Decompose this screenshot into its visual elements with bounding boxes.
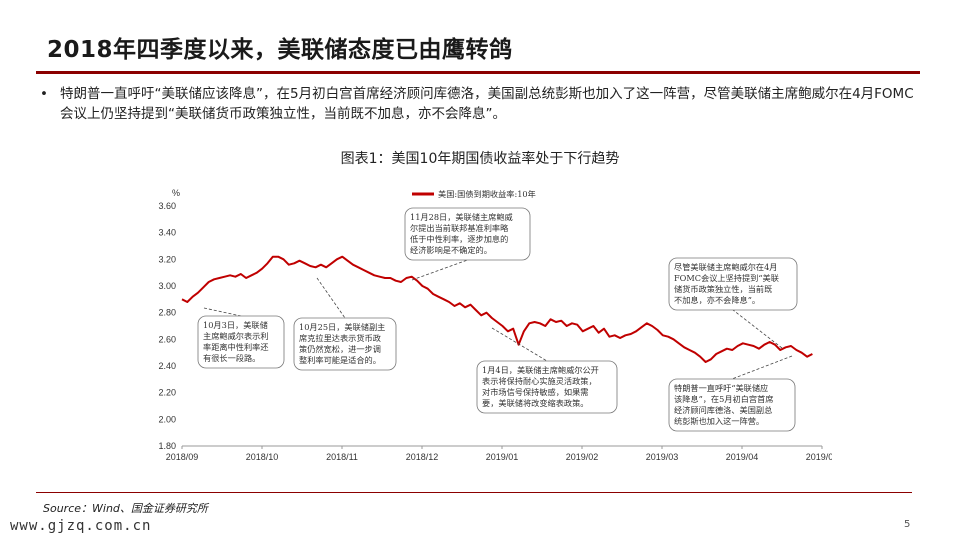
y-tick-label: 3.00: [158, 281, 176, 291]
x-tick-label: 2019/03: [646, 452, 679, 462]
annotation-text-line: 主席鲍威尔表示利: [203, 331, 269, 341]
y-tick-label: 2.40: [158, 361, 176, 371]
yield-chart: % 3.60 3.40 3.20 3.00 2.80 2.60 2.40 2.20 2.00 1.8…: [142, 178, 838, 468]
page-title: 2018年四季度以来，美联储态度已由鹰转鸽: [47, 37, 513, 63]
legend-label: 美国:国债到期收益率:10年: [438, 189, 536, 199]
series-line-us10y: [181, 255, 813, 363]
annotation-text-line: 特朗普一直呼吁“美联储应: [674, 383, 768, 393]
x-tick-label: 2019/04: [726, 452, 759, 462]
y-tick-label: 2.20: [158, 388, 176, 398]
annotation-pointer: [316, 277, 346, 319]
annotation-box: [404, 207, 531, 261]
annotation-text-line: 尔提出当前联邦基准利率略: [410, 223, 509, 233]
annotation-text-line: 尽管美联储主席鲍威尔在4月: [674, 262, 777, 272]
x-tick-label: 2019/02: [566, 452, 599, 462]
y-axis-unit: %: [172, 188, 180, 198]
annotation-text-line: 经济影响是不确定的。: [410, 245, 492, 255]
annotation-text-line: 该降息”，在5月初白宫首席: [674, 394, 773, 404]
annotation-text-line: 席克拉里达表示货币政: [299, 333, 381, 343]
annotation-box: [293, 317, 397, 371]
annotation-pointer: [203, 307, 242, 317]
annotation-text-line: 11月28日，美联储主席鲍威: [410, 212, 513, 222]
x-tick-label: 2019/05: [806, 452, 832, 462]
y-tick-label: 2.60: [158, 334, 176, 344]
annotation-text-line: 要，美联储将改变缩表政策。: [482, 398, 588, 408]
annotation-text-line: 率距离中性利率还: [203, 342, 269, 352]
x-tick-label: 2018/12: [406, 452, 439, 462]
annotation-text-line: 1月4日，美联储主席鲍威尔公开: [482, 365, 599, 375]
annotation-pointer: [732, 309, 783, 349]
annotation-text-line: 策仍然宽松，进一步调: [299, 344, 381, 354]
annotation-text-line: 表示将保持耐心实施灵活政策，: [482, 376, 597, 386]
annotation-text-line: 低于中性利率，逐步加息的: [410, 234, 508, 244]
y-tick-label: 1.80: [158, 441, 176, 451]
y-tick-label: 2.00: [158, 414, 176, 424]
annotation-pointer: [491, 327, 548, 362]
annotation-text-line: 整利率可能是适合的。: [299, 355, 381, 365]
source-note: Source：Wind、国金证券研究所: [43, 502, 208, 515]
annotation-box: [476, 360, 618, 414]
chart-svg: % 3.60 3.40 3.20 3.00 2.80 2.60 2.40 2.20 2.00 1.8…: [158, 188, 838, 462]
chart-title: 图表1：美国10年期国债收益率处于下行趋势: [340, 151, 620, 167]
annotation-text-line: 10月3日，美联储: [203, 320, 268, 330]
annotation-box: [197, 315, 285, 369]
annotation-pointer: [411, 259, 468, 281]
title-divider: [36, 71, 920, 74]
annotation-text-line: 储货币政策独立性，当前既: [674, 284, 772, 294]
y-tick-label: 3.40: [158, 228, 176, 238]
y-tick-label: 2.80: [158, 308, 176, 318]
bullet-paragraph: 特朗普一直呼吁“美联储应该降息”，在5月初白宫首席经济顾问库德洛，美国副总统彭斯…: [60, 86, 914, 122]
annotation-text-line: FOMC会议上坚持提到“美联: [674, 273, 779, 283]
bullet-icon: •: [40, 86, 48, 102]
x-tick-label: 2018/11: [326, 452, 358, 462]
site-watermark: www.gjzq.com.cn: [10, 518, 152, 534]
annotation-text-line: 10月25日，美联储副主: [299, 322, 385, 332]
footer-divider: [36, 492, 912, 493]
annotation-box: [668, 257, 798, 311]
annotation-text-line: 不加息，亦不会降息”。: [674, 295, 760, 305]
x-tick-label: 2018/09: [166, 452, 199, 462]
annotation-box: [668, 378, 796, 432]
annotation-text-line: 经济顾问库德洛、美国副总: [674, 405, 772, 415]
x-tick-label: 2018/10: [246, 452, 279, 462]
y-tick-label: 3.20: [158, 254, 176, 264]
annotation-text-line: 有很长一段路。: [203, 353, 260, 363]
page-number: 5: [904, 519, 911, 530]
annotation-pointer: [731, 355, 793, 380]
annotation-text-line: 统彭斯也加入这一阵营。: [674, 416, 764, 426]
annotation-text-line: 对市场信号保持敏感，如果需: [482, 387, 588, 397]
y-tick-label: 3.60: [158, 201, 176, 211]
x-tick-label: 2019/01: [486, 452, 519, 462]
